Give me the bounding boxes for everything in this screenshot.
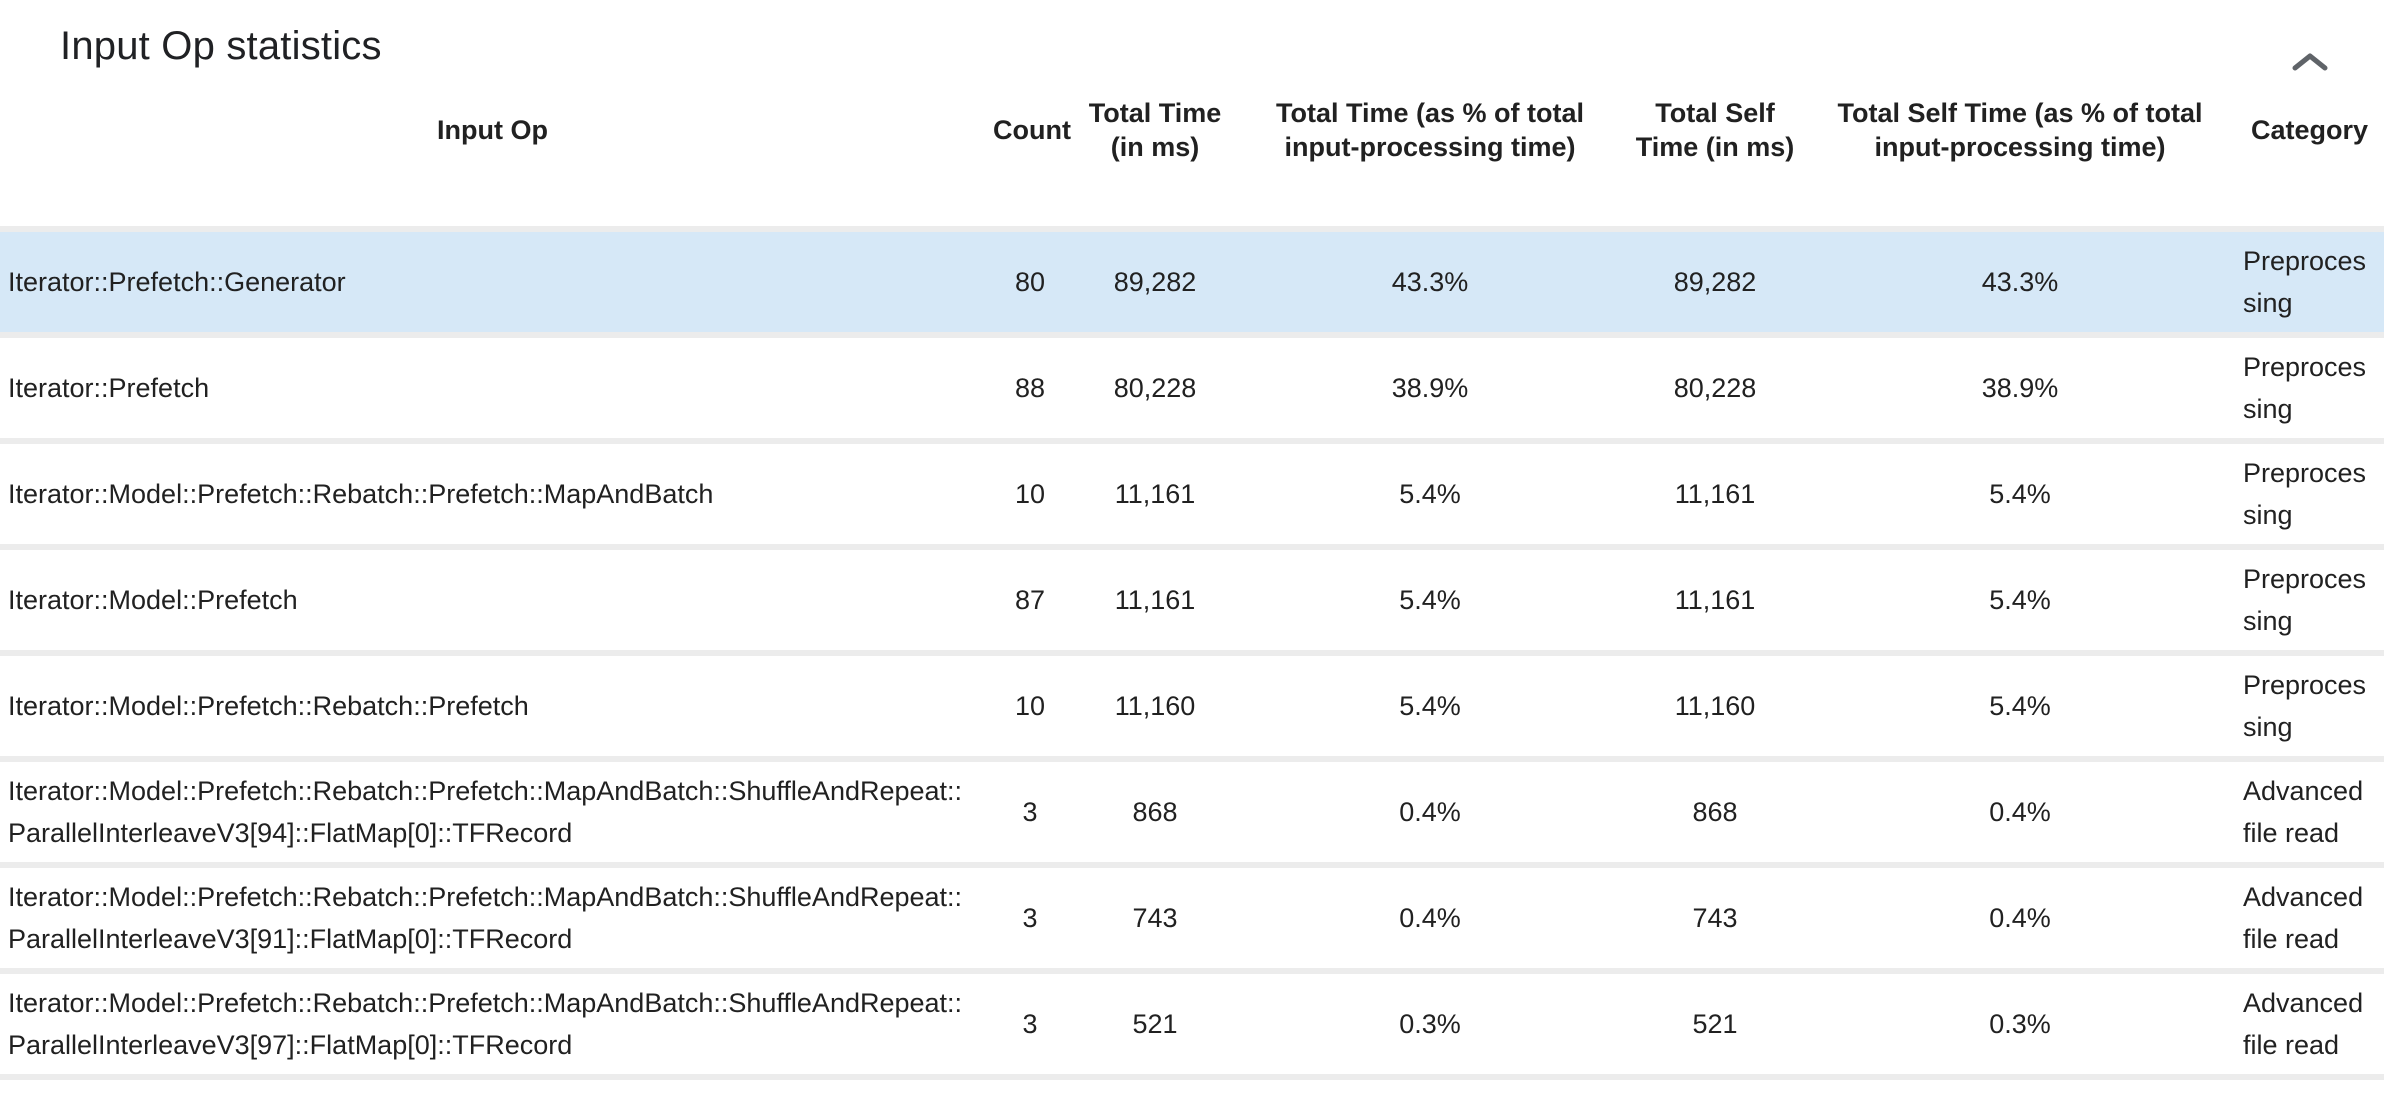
cell-total-time-pct[interactable]: 0.4%: [1235, 865, 1625, 974]
cell-total-time-pct[interactable]: 5.4%: [1235, 653, 1625, 762]
cell-category[interactable]: Preprocessing: [2235, 229, 2384, 338]
column-header-total-time[interactable]: Total Time (in ms): [1075, 66, 1235, 232]
table-row: Iterator::Prefetch::Generator 80 89,282 …: [0, 229, 2384, 338]
cell-self-time-pct[interactable]: 0.4%: [1805, 865, 2235, 974]
collapse-section-button[interactable]: [2288, 48, 2332, 78]
cell-input-op[interactable]: Iterator::Model::Prefetch::Rebatch::Pref…: [0, 971, 985, 1080]
table-header-row: Input Op Count Total Time (in ms) Total …: [0, 66, 2384, 232]
cell-category[interactable]: Preprocessing: [2235, 335, 2384, 444]
cell-category[interactable]: Preprocessing: [2235, 653, 2384, 762]
cell-total-time-pct[interactable]: 5.4%: [1235, 547, 1625, 656]
cell-input-op[interactable]: Iterator::Model::Prefetch::Rebatch::Pref…: [0, 653, 985, 762]
column-header-self-time[interactable]: Total Self Time (in ms): [1625, 66, 1805, 232]
cell-count[interactable]: 88: [985, 335, 1075, 444]
table-row: Iterator::Model::Prefetch::Rebatch::Pref…: [0, 441, 2384, 550]
cell-self-time[interactable]: 89,282: [1625, 229, 1805, 338]
cell-count[interactable]: 3: [985, 759, 1075, 868]
cell-self-time[interactable]: 521: [1625, 971, 1805, 1080]
cell-category[interactable]: Advanced file read: [2235, 865, 2384, 974]
column-header-input-op[interactable]: Input Op: [0, 66, 985, 232]
cell-self-time[interactable]: 11,161: [1625, 441, 1805, 550]
cell-category[interactable]: Preprocessing: [2235, 441, 2384, 550]
chevron-up-icon: [2290, 53, 2330, 77]
cell-self-time-pct[interactable]: 5.4%: [1805, 653, 2235, 762]
cell-total-time-pct[interactable]: 38.9%: [1235, 335, 1625, 444]
cell-total-time-pct[interactable]: 43.3%: [1235, 229, 1625, 338]
cell-total-time[interactable]: 80,228: [1075, 335, 1235, 444]
cell-total-time[interactable]: 11,160: [1075, 653, 1235, 762]
cell-category[interactable]: Advanced file read: [2235, 971, 2384, 1080]
cell-count[interactable]: 3: [985, 865, 1075, 974]
table-row: Iterator::Model::Prefetch::Rebatch::Pref…: [0, 971, 2384, 1080]
cell-total-time[interactable]: 521: [1075, 971, 1235, 1080]
cell-count[interactable]: 10: [985, 653, 1075, 762]
cell-input-op[interactable]: Iterator::Prefetch::Generator: [0, 229, 985, 338]
cell-self-time-pct[interactable]: 38.9%: [1805, 335, 2235, 444]
cell-total-time[interactable]: 11,161: [1075, 441, 1235, 550]
cell-category[interactable]: Preprocessing: [2235, 547, 2384, 656]
column-header-count[interactable]: Count: [985, 66, 1075, 232]
cell-input-op[interactable]: Iterator::Model::Prefetch::Rebatch::Pref…: [0, 441, 985, 550]
cell-total-time[interactable]: 11,161: [1075, 547, 1235, 656]
panel-title: Input Op statistics: [60, 24, 382, 68]
cell-self-time-pct[interactable]: 5.4%: [1805, 547, 2235, 656]
cell-category[interactable]: Advanced file read: [2235, 759, 2384, 868]
cell-total-time-pct[interactable]: 5.4%: [1235, 441, 1625, 550]
cell-input-op[interactable]: Iterator::Prefetch: [0, 335, 985, 444]
cell-self-time[interactable]: 743: [1625, 865, 1805, 974]
cell-count[interactable]: 87: [985, 547, 1075, 656]
column-header-self-time-pct[interactable]: Total Self Time (as % of total input-pro…: [1805, 66, 2235, 232]
input-op-statistics-table: Input Op Count Total Time (in ms) Total …: [0, 66, 2384, 1080]
table-row: Iterator::Model::Prefetch::Rebatch::Pref…: [0, 759, 2384, 868]
table-row: Iterator::Model::Prefetch::Rebatch::Pref…: [0, 865, 2384, 974]
cell-self-time[interactable]: 80,228: [1625, 335, 1805, 444]
cell-self-time[interactable]: 868: [1625, 759, 1805, 868]
cell-self-time-pct[interactable]: 5.4%: [1805, 441, 2235, 550]
column-header-category[interactable]: Category: [2235, 66, 2384, 232]
cell-self-time-pct[interactable]: 0.3%: [1805, 971, 2235, 1080]
cell-input-op[interactable]: Iterator::Model::Prefetch::Rebatch::Pref…: [0, 759, 985, 868]
cell-count[interactable]: 10: [985, 441, 1075, 550]
cell-self-time-pct[interactable]: 43.3%: [1805, 229, 2235, 338]
column-header-total-time-pct[interactable]: Total Time (as % of total input-processi…: [1235, 66, 1625, 232]
cell-total-time-pct[interactable]: 0.3%: [1235, 971, 1625, 1080]
cell-self-time[interactable]: 11,160: [1625, 653, 1805, 762]
cell-total-time[interactable]: 89,282: [1075, 229, 1235, 338]
panel-header: Input Op statistics: [0, 0, 2384, 70]
cell-total-time-pct[interactable]: 0.4%: [1235, 759, 1625, 868]
cell-count[interactable]: 3: [985, 971, 1075, 1080]
cell-input-op[interactable]: Iterator::Model::Prefetch: [0, 547, 985, 656]
cell-total-time[interactable]: 868: [1075, 759, 1235, 868]
cell-self-time-pct[interactable]: 0.4%: [1805, 759, 2235, 868]
table-row: Iterator::Prefetch 88 80,228 38.9% 80,22…: [0, 335, 2384, 444]
cell-self-time[interactable]: 11,161: [1625, 547, 1805, 656]
cell-total-time[interactable]: 743: [1075, 865, 1235, 974]
cell-input-op[interactable]: Iterator::Model::Prefetch::Rebatch::Pref…: [0, 865, 985, 974]
table-row: Iterator::Model::Prefetch 87 11,161 5.4%…: [0, 547, 2384, 656]
table-row: Iterator::Model::Prefetch::Rebatch::Pref…: [0, 653, 2384, 762]
cell-count[interactable]: 80: [985, 229, 1075, 338]
